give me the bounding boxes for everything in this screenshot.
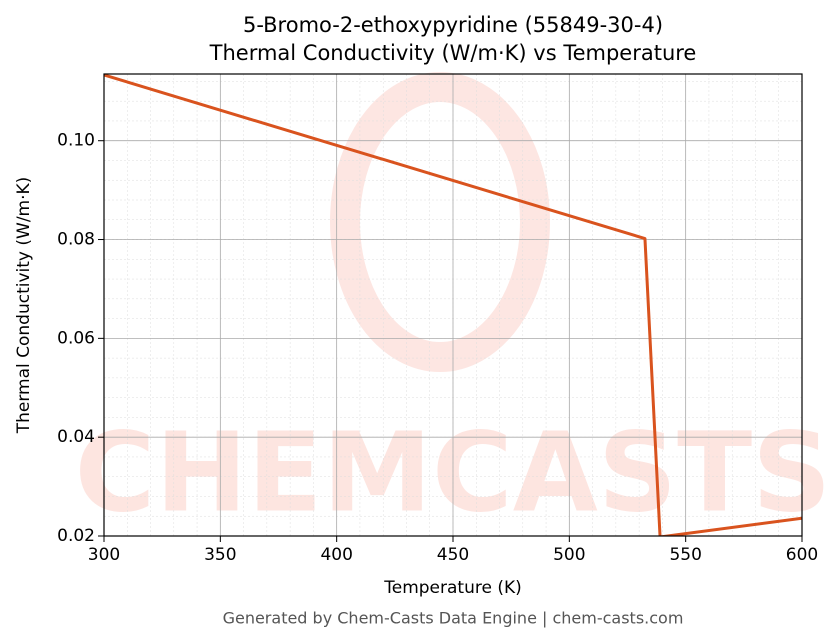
y-tick-label: 0.04: [57, 427, 95, 447]
footer: Generated by Chem-Casts Data Engine | ch…: [223, 609, 684, 628]
x-tick-label: 450: [437, 545, 469, 565]
x-tick-label: 550: [669, 545, 701, 565]
y-tick-label: 0.08: [57, 230, 95, 250]
plot-frame: [103, 73, 803, 537]
y-tick-label: 0.02: [57, 526, 95, 546]
watermark-logo: [330, 72, 550, 372]
x-axis-label: Temperature (K): [383, 578, 522, 598]
x-tick-label: 350: [204, 545, 236, 565]
y-tick-label: 0.10: [57, 131, 95, 151]
y-tick-label: 0.06: [57, 328, 95, 348]
x-tick-label: 500: [553, 545, 585, 565]
x-tick-label: 600: [786, 545, 818, 565]
y-axis-label: Thermal Conductivity (W/m·K): [14, 177, 34, 435]
x-tick-label: 300: [88, 545, 120, 565]
x-tick-label: 400: [320, 545, 352, 565]
chart-title: 5-Bromo-2-ethoxypyridine (55849-30-4): [243, 13, 663, 37]
chart-subtitle: Thermal Conductivity (W/m·K) vs Temperat…: [209, 41, 697, 65]
data-line: [104, 73, 802, 536]
